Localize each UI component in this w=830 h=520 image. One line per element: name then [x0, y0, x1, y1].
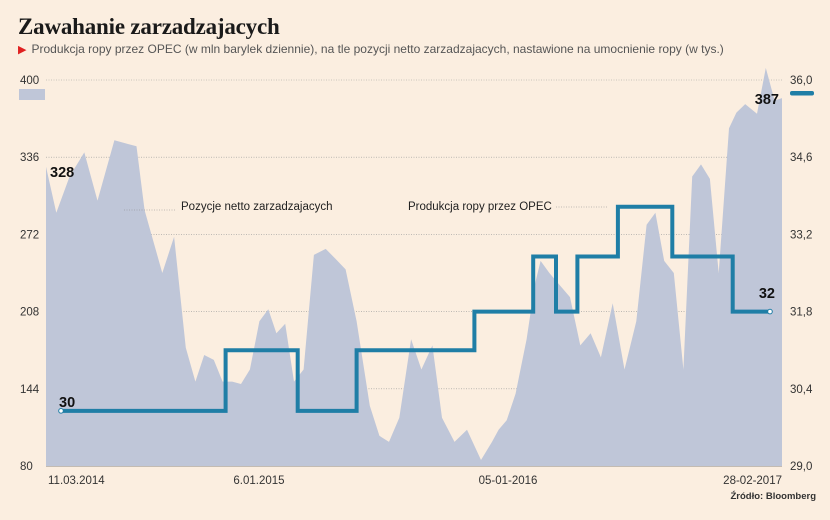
chart-title: Zawahanie zarzadzajacych [18, 14, 280, 39]
left-tick-label: 336 [20, 152, 39, 164]
right-tick-label: 31,8 [790, 307, 812, 319]
axis-labels: 80 29,0 144 30,4 208 31,8 272 33,2 336 34,6 400 36,… [20, 75, 813, 487]
right-tick-label: 34,6 [790, 152, 812, 164]
step-series-opec [61, 204, 770, 413]
opec-start-point [58, 408, 64, 414]
legend-swatches [19, 89, 814, 100]
subtitle-text: Produkcja ropy przez OPEC (w mln barylek… [31, 42, 724, 56]
legend-swatch-area [19, 89, 45, 100]
opec-end-label: 32 [759, 286, 775, 302]
area-series-group [46, 67, 782, 467]
right-tick-label: 36,0 [790, 75, 812, 87]
left-tick-label: 208 [20, 307, 39, 319]
x-tick-label: 6.01.2015 [233, 475, 284, 487]
area-start-label: 328 [50, 165, 74, 181]
left-tick-label: 400 [20, 75, 39, 87]
source-note: Źródło: Bloomberg [730, 491, 817, 502]
left-tick-label: 272 [20, 229, 39, 241]
x-tick-label: 28-02-2017 [723, 475, 782, 487]
annotation-positions: Pozycje netto zarzadzajacych [181, 201, 333, 213]
opec-start-label: 30 [59, 395, 75, 411]
annotations: Pozycje netto zarzadzajacych Produkcja ro… [124, 201, 608, 213]
annotation-opec: Produkcja ropy przez OPEC [408, 201, 552, 213]
opec-end-point [767, 308, 773, 315]
x-tick-label: 05-01-2016 [479, 475, 538, 487]
triangle-bullet-icon: ▶ [18, 44, 27, 56]
x-tick-label: 11.03.2014 [48, 475, 105, 487]
area-end-label: 387 [755, 92, 779, 108]
left-tick-label: 80 [20, 461, 33, 473]
legend-swatch-line [790, 91, 814, 96]
step-series-group [61, 204, 770, 413]
right-tick-label: 30,4 [790, 384, 813, 396]
area-series-positions [46, 67, 782, 467]
point-labels: 328 387 30 32 [50, 92, 779, 414]
chart-subtitle: ▶ Produkcja ropy przez OPEC (w mln baryle… [18, 42, 724, 56]
left-tick-label: 144 [20, 384, 40, 396]
right-tick-label: 29,0 [790, 461, 812, 473]
right-tick-label: 33,2 [790, 229, 812, 241]
